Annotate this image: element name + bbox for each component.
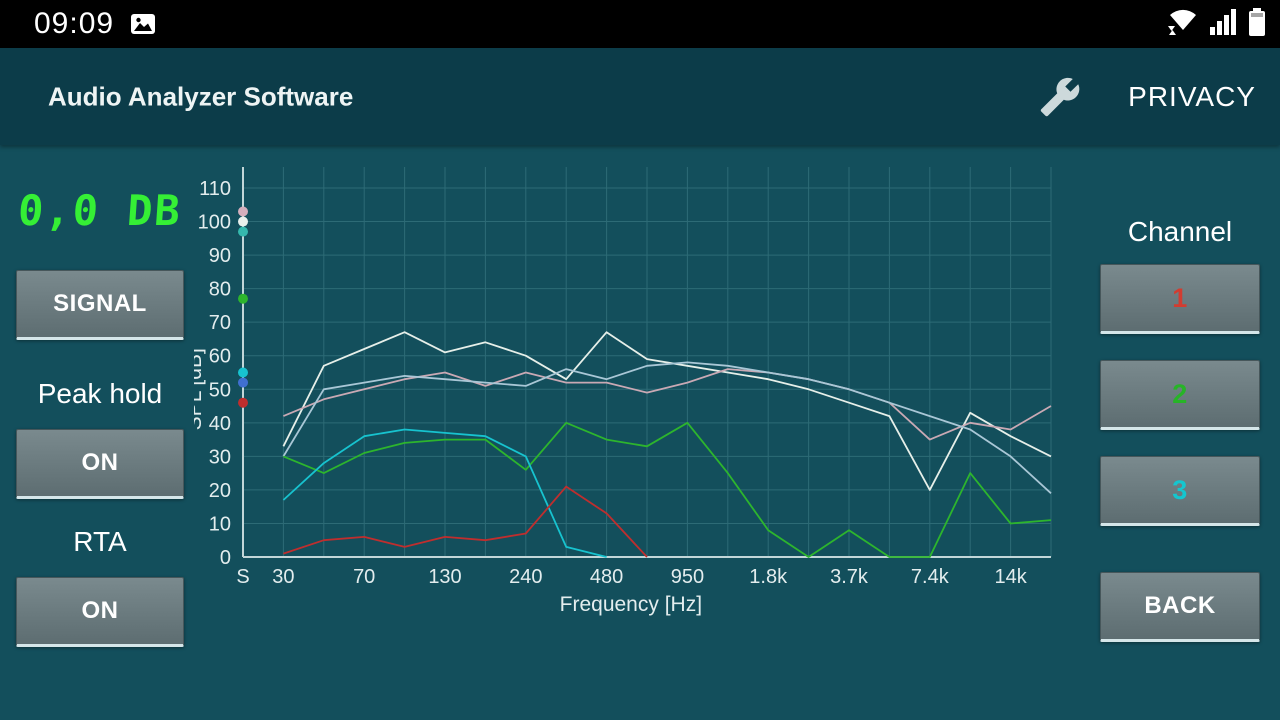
y-tick-label: 80 [209,279,231,301]
y-tick-label: 30 [209,446,231,468]
peak-hold-label: Peak hold [37,378,163,409]
x-tick-label: 70 [353,566,375,588]
image-notification-icon [130,13,156,35]
peak-marker [238,377,248,388]
signal-strength-icon [1210,7,1238,42]
y-tick-label: 60 [209,346,231,368]
trace-white [282,331,1052,491]
x-axis-title: Frequency [Hz] [560,593,702,616]
x-tick-label: 480 [590,566,623,588]
y-tick-label: 50 [209,379,231,401]
channel-2-button[interactable]: 2 [1100,360,1260,430]
y-tick-label: 90 [209,245,231,267]
peak-marker [238,397,248,408]
peak-marker [238,226,248,237]
rta-on-button[interactable]: ON [16,577,184,647]
app-header: Audio Analyzer Software PRIVACY [0,48,1280,145]
signal-button[interactable]: SIGNAL [16,270,184,340]
settings-wrench-icon[interactable] [1034,76,1086,118]
app-title: Audio Analyzer Software [48,81,354,111]
back-button[interactable]: BACK [1100,572,1260,642]
y-tick-label: 100 [198,212,231,234]
x-tick-label: 7.4k [911,566,950,588]
x-tick-label: 130 [428,566,461,588]
status-icons [1164,0,1266,48]
channel-3-button[interactable]: 3 [1100,456,1260,526]
trace-powder [282,361,1052,494]
trace-rose [283,368,1052,441]
x-tick-label: S [236,566,249,588]
channel-label: Channel [1127,216,1233,247]
peak-marker [238,293,248,304]
y-tick-label: 0 [220,547,231,569]
battery-icon [1248,7,1266,42]
android-status-bar: 09:09 [0,0,1280,48]
rta-spectrum-chart: 0 10 20 30 40 50 60 70 80 90 100 110 S 30 70 130 240 480 9… [183,160,1074,635]
rta-label: RTA [73,526,127,557]
y-tick-label: 20 [209,480,231,502]
clock: 09:09 [34,7,115,40]
trace-cyan [282,428,607,558]
channel-1-button[interactable]: 1 [1100,264,1260,334]
peak-marker [238,206,248,217]
y-tick-label: 70 [209,312,231,334]
y-tick-label: 110 [199,178,231,200]
chart-canvas: 0 10 20 30 40 50 60 70 80 90 100 110 S 30 70 130 240 480 9… [183,167,1052,616]
x-tick-label: 950 [671,566,704,588]
privacy-link[interactable]: PRIVACY [1128,80,1256,112]
x-tick-label: 3.7k [830,566,869,588]
trace-green [283,421,1052,558]
peak-marker [238,367,248,378]
y-tick-label: 40 [209,413,231,435]
peak-hold-on-button[interactable]: ON [16,429,184,499]
x-tick-label: 14k [994,566,1027,588]
x-tick-label: 1.8k [749,566,788,588]
x-tick-label: 240 [509,566,542,588]
y-tick-label: 10 [209,513,231,535]
wifi-icon [1164,6,1200,43]
peak-marker [238,216,248,227]
y-axis-title: SPL [dB] [194,348,206,430]
trace-red [283,485,648,558]
x-tick-label: 30 [272,566,294,588]
db-readout: 0,0 DB [16,186,184,235]
